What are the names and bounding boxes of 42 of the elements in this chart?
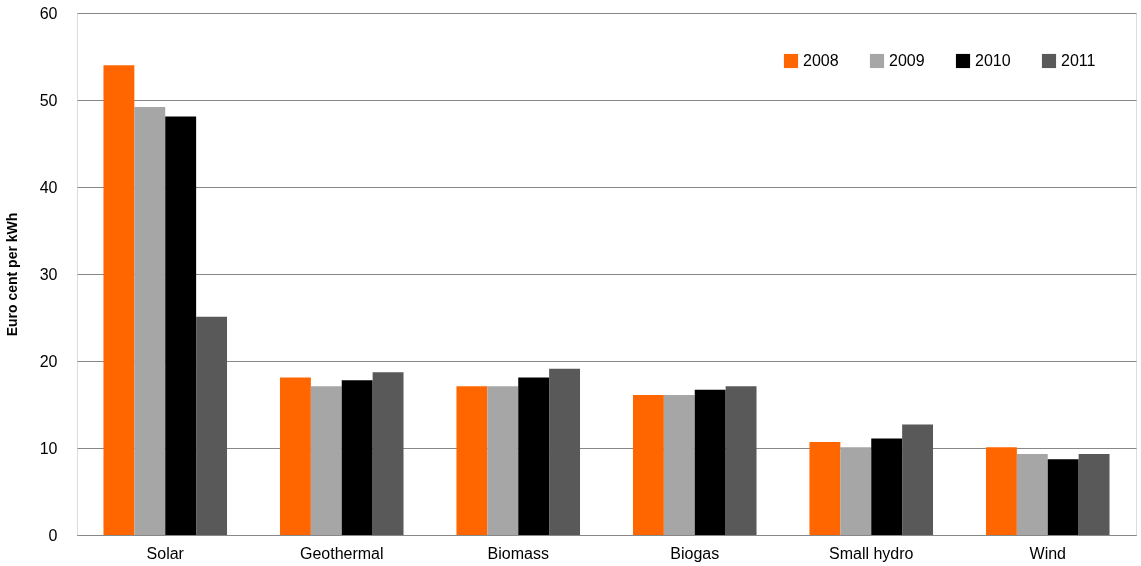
- bar: [372, 372, 404, 535]
- bar: [165, 116, 197, 535]
- bar: [196, 316, 228, 535]
- y-tick-label: 60: [39, 4, 58, 22]
- bar: [1047, 459, 1079, 535]
- bar: [341, 380, 373, 535]
- bar: [487, 386, 519, 535]
- x-tick-label: Biogas: [670, 544, 720, 562]
- bar: [549, 368, 581, 535]
- x-tick-label: Wind: [1029, 544, 1066, 562]
- bar: [663, 394, 695, 535]
- bar: [1078, 454, 1110, 535]
- y-axis-title: Euro cent per kWh: [3, 212, 20, 337]
- bar: [456, 386, 488, 535]
- bar: [985, 447, 1017, 535]
- bar: [103, 65, 135, 535]
- bar: [725, 386, 757, 535]
- bar: [279, 377, 311, 535]
- legend-label: 2009: [889, 52, 925, 69]
- legend-label: 2008: [803, 52, 839, 69]
- y-tick-label: 20: [39, 352, 58, 370]
- bar: [871, 438, 903, 535]
- x-tick-label: Solar: [146, 544, 185, 562]
- y-tick-label: 10: [39, 439, 58, 457]
- bar: [694, 389, 726, 535]
- legend-label: 2010: [975, 52, 1011, 69]
- bar: [1016, 454, 1048, 535]
- y-tick-label: 30: [39, 265, 58, 283]
- bar: [518, 377, 550, 535]
- x-tick-label: Geothermal: [299, 544, 384, 562]
- bar: [310, 386, 342, 535]
- x-tick-label: Biomass: [487, 544, 549, 562]
- legend-label: 2011: [1061, 52, 1096, 69]
- bar: [902, 424, 934, 535]
- y-tick-label: 0: [48, 526, 58, 544]
- y-tick-label: 40: [39, 178, 58, 196]
- bar: [809, 441, 841, 535]
- x-tick-label: Small hydro: [829, 544, 914, 562]
- bar: [840, 447, 872, 535]
- bar: [632, 394, 664, 535]
- bar: [134, 106, 166, 535]
- y-tick-label: 50: [39, 91, 58, 109]
